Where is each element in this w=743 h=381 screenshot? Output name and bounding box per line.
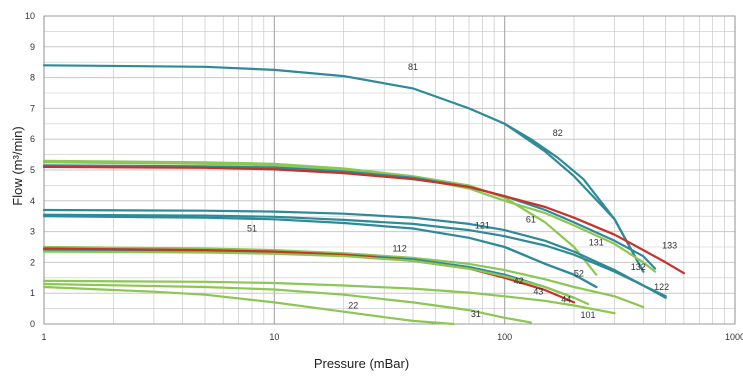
y-tick-label: 5	[30, 165, 35, 175]
curve-label-44: 44	[561, 294, 571, 304]
curve-22	[42, 285, 455, 326]
y-tick-label: 8	[30, 73, 35, 83]
curve-label-31: 31	[471, 309, 481, 319]
performance-curves	[42, 64, 686, 326]
y-tick-label: 9	[30, 42, 35, 52]
curve-label-122: 122	[654, 282, 669, 292]
x-tick-label: 100	[497, 332, 512, 342]
curve-label-132: 132	[631, 262, 646, 272]
y-tick-label: 10	[25, 11, 35, 21]
curve-label-121: 121	[475, 221, 490, 231]
curve-82	[503, 122, 645, 273]
curve-label-61: 61	[526, 214, 536, 224]
x-axis-ticks: 1 10 100 1000	[41, 332, 743, 342]
curve-label-82: 82	[553, 128, 563, 138]
y-tick-label: 3	[30, 227, 35, 237]
x-tick-label: 1	[41, 332, 46, 342]
x-axis-title: Pressure (mBar)	[314, 356, 409, 371]
x-tick-label: 10	[269, 332, 279, 342]
y-tick-label: 2	[30, 257, 35, 267]
curve-label-112: 112	[392, 244, 406, 254]
plot-area-frame	[43, 15, 736, 325]
curve-52	[503, 245, 598, 289]
curve-label-43: 43	[533, 287, 543, 297]
y-tick-label: 4	[30, 196, 35, 206]
curve-label-51: 51	[247, 224, 257, 234]
curve-label-52: 52	[574, 268, 584, 278]
curve-133	[42, 165, 686, 275]
curve-112	[42, 245, 645, 309]
y-tick-label: 1	[30, 288, 35, 298]
curve-label-22: 22	[348, 301, 358, 311]
curve-44	[42, 250, 590, 306]
grid-lines	[43, 15, 736, 325]
curve-label-133: 133	[662, 241, 677, 251]
curve-101	[42, 279, 616, 315]
curve-label-81: 81	[408, 62, 418, 72]
curve-122	[42, 213, 667, 298]
curve-labels: 81 82 61 131 132 133 121 122 51 52 112 42 43 44 101 22 3…	[247, 62, 677, 320]
x-tick-label: 1000	[725, 332, 743, 342]
curve-label-101: 101	[580, 310, 595, 320]
curve-131	[42, 161, 657, 273]
curve-label-42: 42	[514, 276, 524, 286]
y-tick-label: 6	[30, 134, 35, 144]
curve-61	[42, 159, 598, 276]
curve-81	[42, 64, 645, 273]
curve-label-131: 131	[589, 237, 604, 247]
y-axis-ticks: 0 1 2 3 4 5 6 7 8 9 10	[25, 11, 35, 329]
y-tick-label: 0	[30, 319, 35, 329]
curve-121	[42, 208, 667, 299]
y-tick-label: 7	[30, 103, 35, 113]
y-axis-title: Flow (m³/min)	[10, 126, 25, 205]
curve-31	[42, 282, 533, 324]
